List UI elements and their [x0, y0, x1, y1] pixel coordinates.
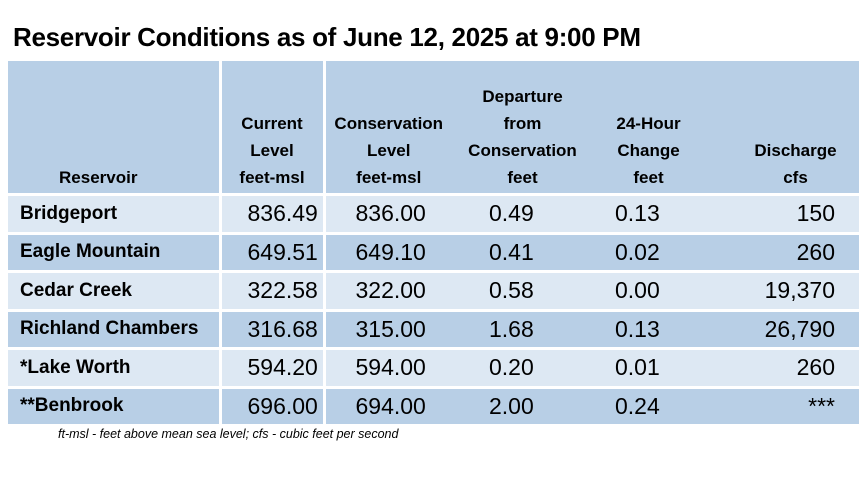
departure: 0.58: [452, 271, 593, 310]
page-title: Reservoir Conditions as of June 12, 2025…: [13, 22, 641, 52]
header-departure: Departure from Conservation feet: [452, 61, 593, 195]
header-24-hour-change: 24-Hour Change feet: [593, 61, 704, 195]
current-level: 649.51: [220, 233, 326, 272]
header-current-level: Current Level feet-msl: [220, 61, 326, 195]
reservoir-name: Bridgeport: [8, 194, 222, 233]
conservation-level: 594.00: [324, 348, 452, 387]
discharge: 26,790: [704, 310, 859, 349]
table-row: **Benbrook 696.00 694.00 2.00 0.24 ***: [8, 387, 859, 424]
header-conservation-level: Conservation Level feet-msl: [324, 61, 452, 195]
reservoir-name: **Benbrook: [8, 387, 222, 424]
conservation-level: 836.00: [324, 194, 452, 233]
current-level: 594.20: [220, 348, 326, 387]
header-reservoir: Reservoir: [8, 61, 222, 195]
discharge: 260: [704, 233, 859, 272]
departure: 0.49: [452, 194, 593, 233]
departure: 0.20: [452, 348, 593, 387]
24-hour-change: 0.13: [593, 194, 704, 233]
24-hour-change: 0.13: [593, 310, 704, 349]
conservation-level: 315.00: [324, 310, 452, 349]
departure: 0.41: [452, 233, 593, 272]
current-level: 696.00: [220, 387, 326, 424]
current-level: 322.58: [220, 271, 326, 310]
reservoir-name: Cedar Creek: [8, 271, 222, 310]
departure: 2.00: [452, 387, 593, 424]
discharge: 260: [704, 348, 859, 387]
table-row: Richland Chambers 316.68 315.00 1.68 0.1…: [8, 310, 859, 349]
current-level: 316.68: [220, 310, 326, 349]
table-row: Eagle Mountain 649.51 649.10 0.41 0.02 2…: [8, 233, 859, 272]
reservoir-name: Richland Chambers: [8, 310, 222, 349]
conservation-level: 649.10: [324, 233, 452, 272]
discharge: 19,370: [704, 271, 859, 310]
departure: 1.68: [452, 310, 593, 349]
conservation-level: 322.00: [324, 271, 452, 310]
current-level: 836.49: [220, 194, 326, 233]
24-hour-change: 0.01: [593, 348, 704, 387]
table-header-row: Reservoir Current Level feet-msl Conserv…: [8, 61, 859, 195]
reservoir-table: Reservoir Current Level feet-msl Conserv…: [8, 61, 859, 424]
discharge: ***: [704, 387, 859, 424]
24-hour-change: 0.24: [593, 387, 704, 424]
header-discharge: Discharge cfs: [704, 61, 859, 195]
conservation-level: 694.00: [324, 387, 452, 424]
footnote: ft-msl - feet above mean sea level; cfs …: [58, 427, 399, 441]
reservoir-name: *Lake Worth: [8, 348, 222, 387]
24-hour-change: 0.02: [593, 233, 704, 272]
discharge: 150: [704, 194, 859, 233]
table-row: *Lake Worth 594.20 594.00 0.20 0.01 260: [8, 348, 859, 387]
24-hour-change: 0.00: [593, 271, 704, 310]
table-row: Cedar Creek 322.58 322.00 0.58 0.00 19,3…: [8, 271, 859, 310]
table-row: Bridgeport 836.49 836.00 0.49 0.13 150: [8, 194, 859, 233]
reservoir-name: Eagle Mountain: [8, 233, 222, 272]
